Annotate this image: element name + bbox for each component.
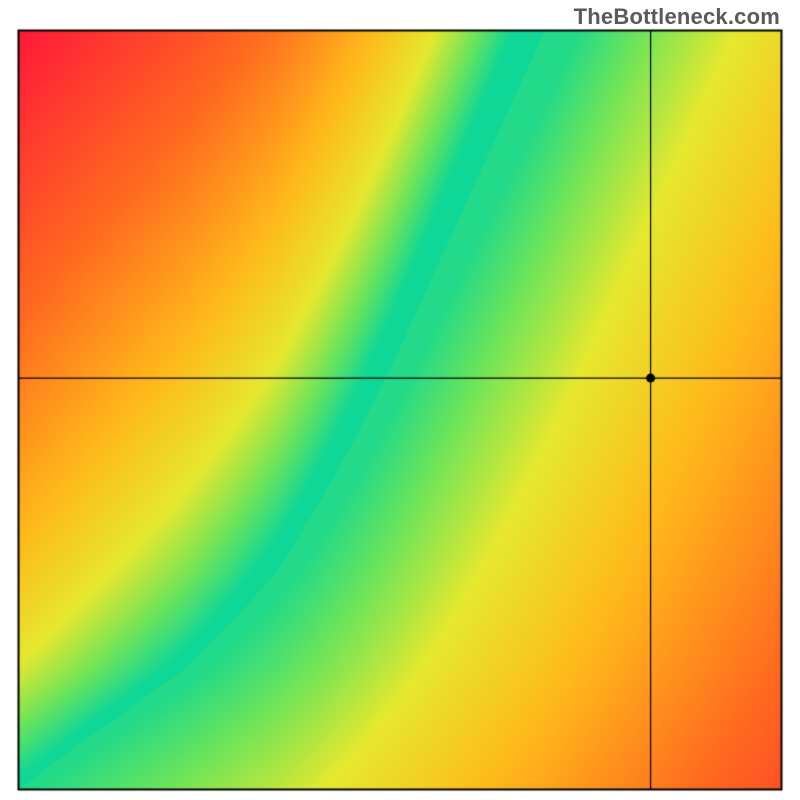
watermark-text: TheBottleneck.com [574,4,780,30]
heatmap-canvas [0,0,800,800]
chart-container: { "watermark": { "text": "TheBottleneck.… [0,0,800,800]
